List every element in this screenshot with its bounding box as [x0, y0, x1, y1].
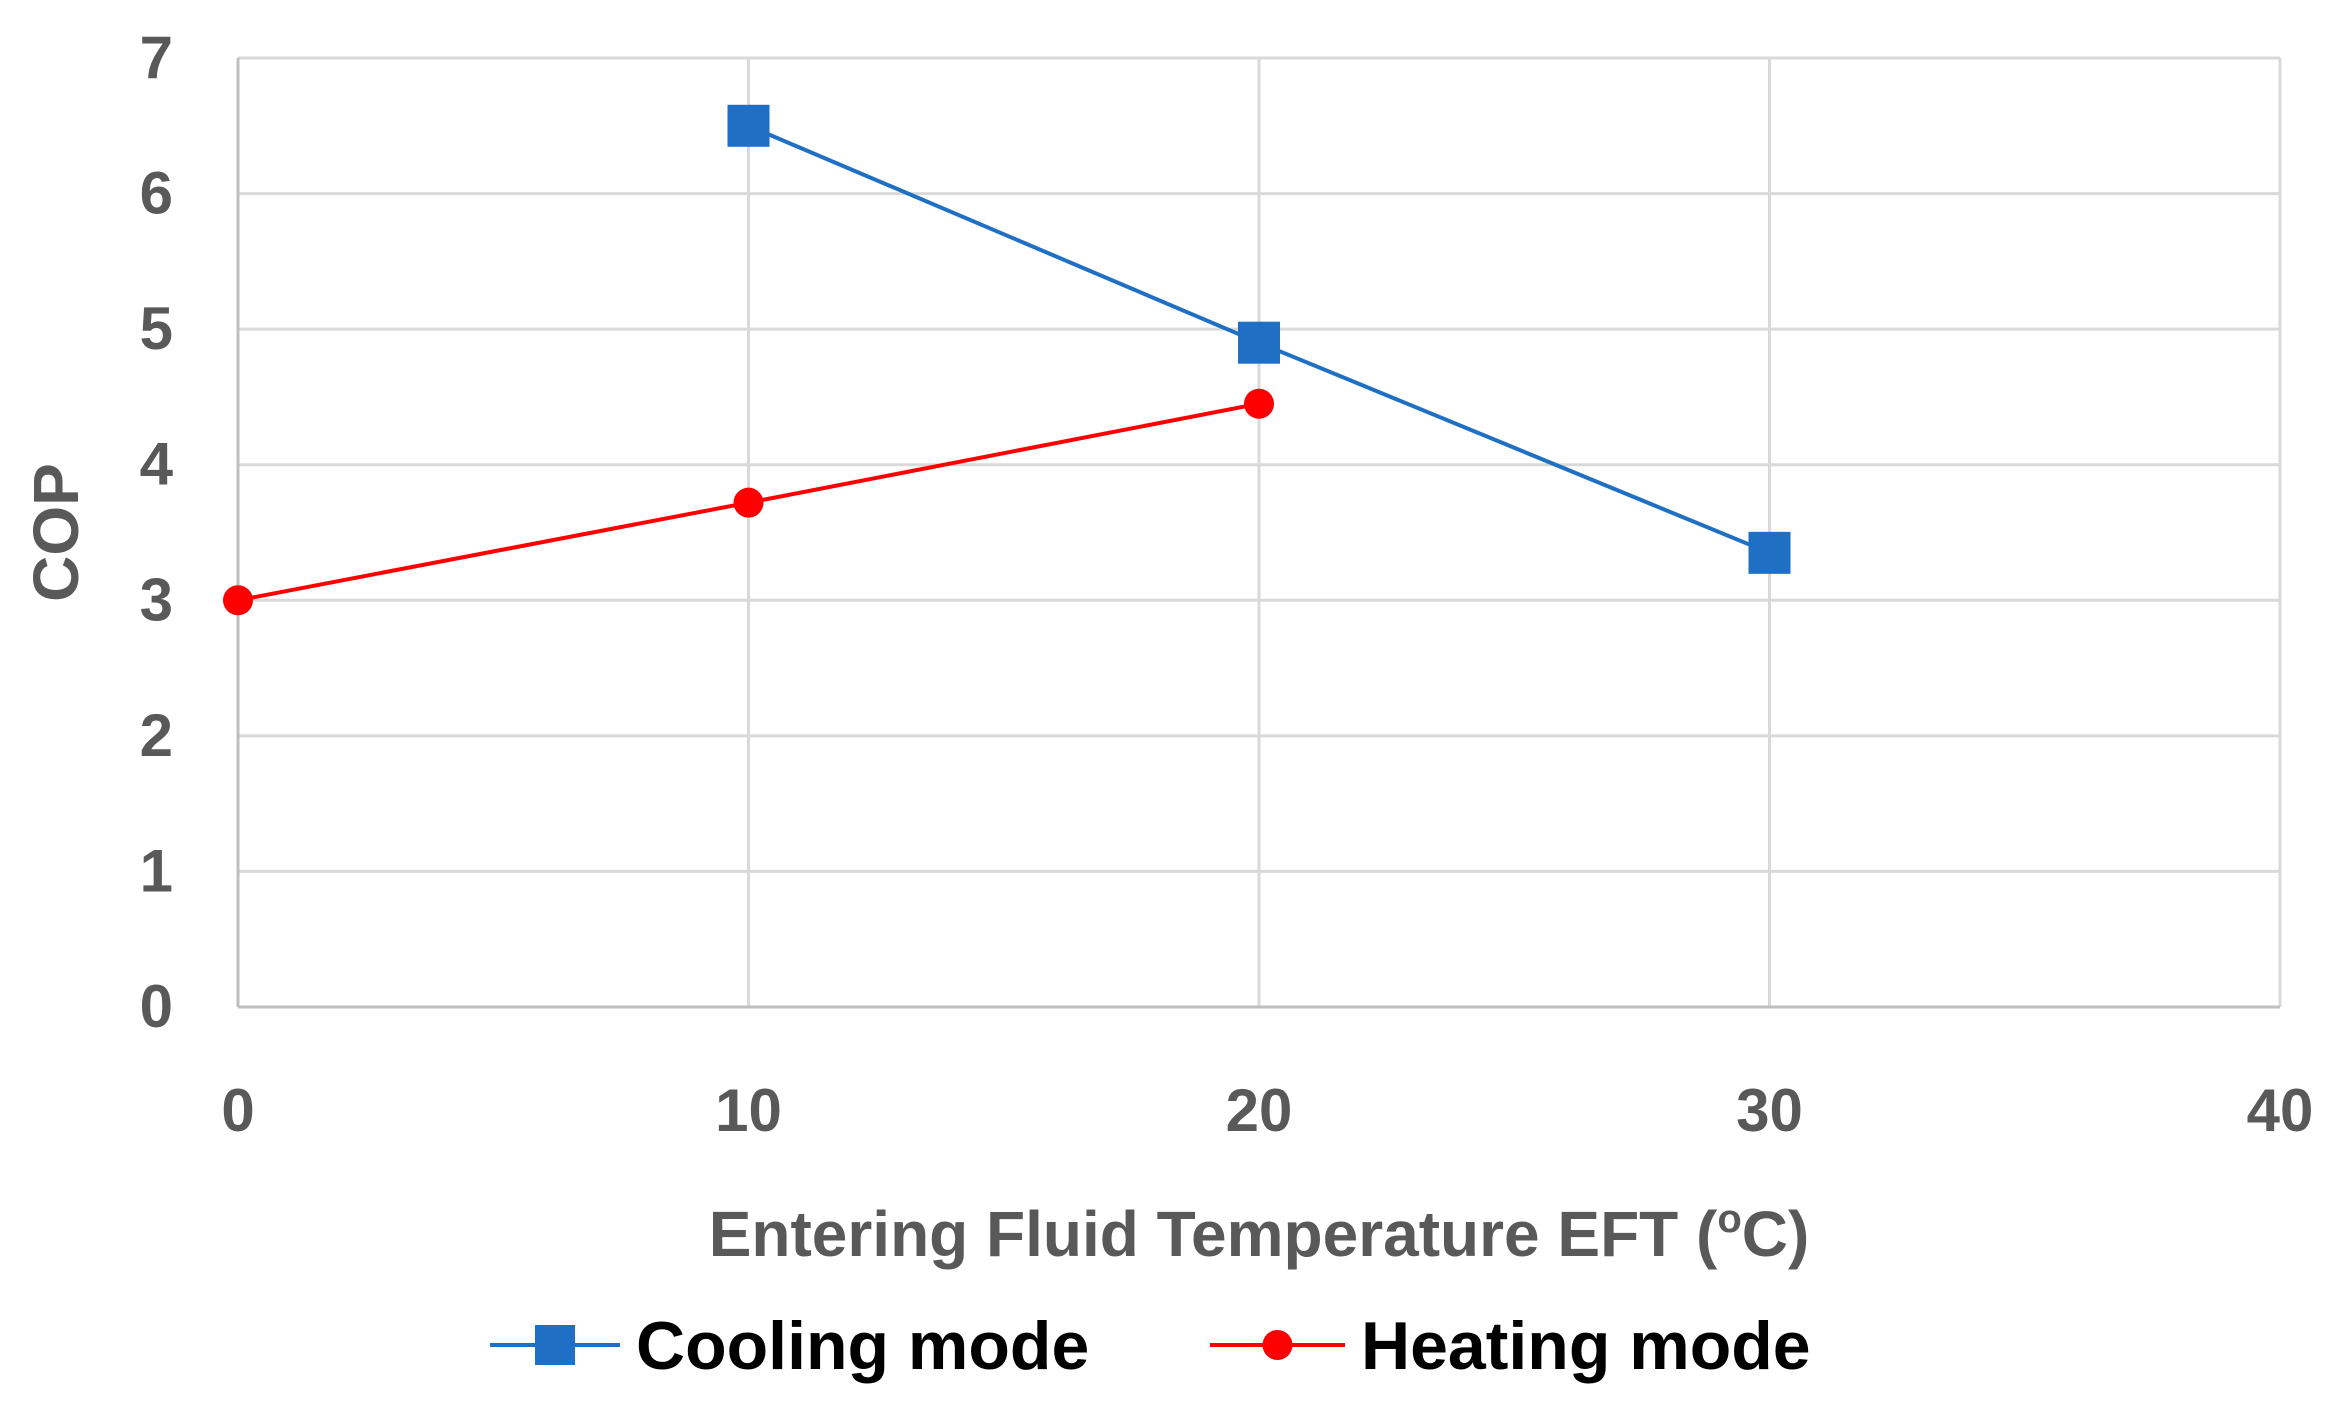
cooling-mode-point	[1748, 531, 1791, 574]
x-tick-label: 40	[2247, 1077, 2314, 1144]
x-tick-label: 20	[1226, 1077, 1293, 1144]
y-tick-label: 0	[140, 973, 173, 1040]
heating-mode-point	[223, 585, 253, 616]
x-axis-title: Entering Fluid Temperature EFT (oC)	[709, 1197, 1810, 1270]
legend-heating-mode-marker	[1262, 1330, 1293, 1360]
y-tick-label: 4	[140, 431, 174, 498]
x-tick-label: 30	[1736, 1077, 1803, 1144]
grid	[238, 56, 2282, 1007]
y-tick-label: 2	[140, 702, 173, 769]
y-tick-label: 5	[140, 295, 173, 362]
x-axis-title-superscript: o	[1717, 1197, 1741, 1241]
legend-cooling-mode-label: Cooling mode	[636, 1308, 1089, 1384]
legend-heating-mode-label: Heating mode	[1361, 1308, 1811, 1384]
legend-cooling-mode-marker	[535, 1325, 575, 1365]
axes	[236, 58, 2280, 1009]
y-tick-label: 1	[140, 837, 173, 904]
heating-mode-point	[733, 487, 764, 518]
series	[223, 104, 1791, 616]
x-axis-title-main: Entering Fluid Temperature EFT (	[709, 1198, 1718, 1270]
cooling-mode-point	[727, 104, 770, 147]
labels: 0 1 2 3 4 5 6 7 0 10 20 30 40 COP Entering Fluid Tempe…	[20, 24, 2313, 1270]
cooling-mode-point	[1238, 321, 1280, 364]
x-axis-title-unit: C)	[1742, 1198, 1810, 1270]
y-tick-label: 7	[140, 24, 173, 91]
y-axis-title: COP	[20, 463, 92, 602]
legend: Cooling mode Heating mode	[490, 1308, 1811, 1384]
y-tick-label: 3	[140, 566, 173, 633]
x-tick-label: 10	[715, 1077, 782, 1144]
y-tick-label: 6	[140, 160, 173, 227]
heating-mode-point	[1244, 388, 1274, 419]
x-tick-label: 0	[221, 1077, 254, 1144]
